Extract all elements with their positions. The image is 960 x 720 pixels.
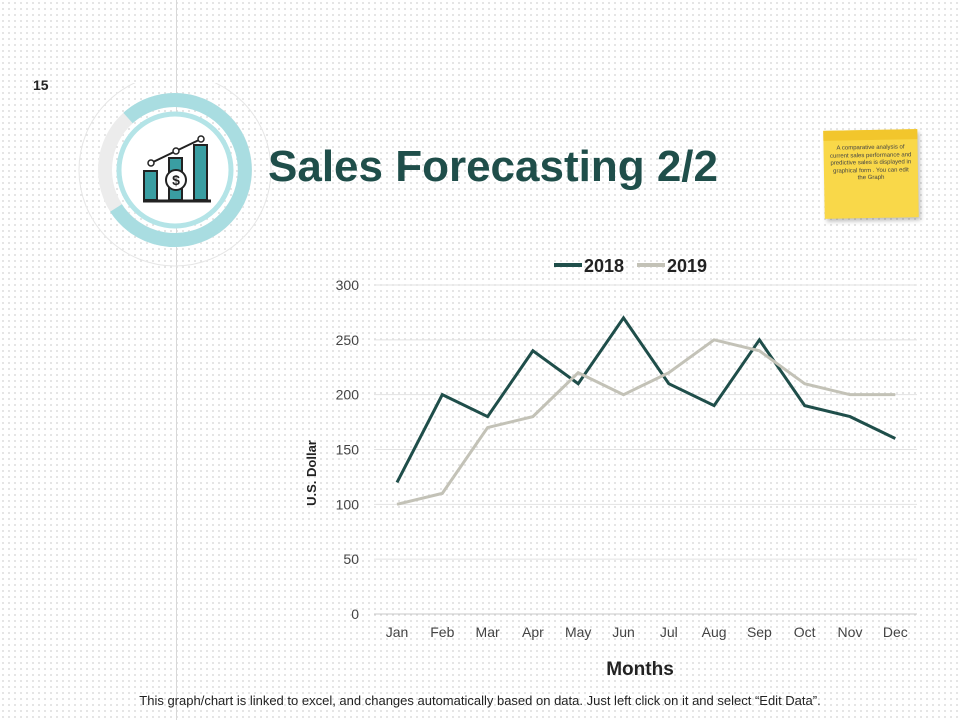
page-number: 15 [33,77,49,93]
x-tick-label: Oct [794,624,816,640]
y-tick-label: 300 [336,277,360,293]
vertical-divider [176,0,177,720]
y-tick-label: 100 [336,496,360,512]
y-tick-label: 50 [343,551,359,567]
y-tick-label: 200 [336,387,360,403]
x-tick-label: May [565,624,591,640]
x-tick-label: Apr [522,624,544,640]
x-tick-label: Jun [612,624,635,640]
x-tick-label: Aug [702,624,727,640]
y-tick-label: 250 [336,332,360,348]
series-line-2019 [396,338,896,506]
y-tick-label: 150 [336,442,360,458]
x-tick-label: Sep [747,624,772,640]
bar-chart-dollar-icon: $ [143,135,211,203]
x-tick-label: Nov [838,624,863,640]
x-axis-title: Months [606,659,674,680]
x-tick-label: Mar [476,624,500,640]
y-axis-title: U.S. Dollar [304,440,319,506]
teal-arc [110,93,252,248]
y-tick-label: 0 [351,606,359,622]
icon-badge: $ [76,73,276,273]
x-tick-label: Dec [883,624,908,640]
series-line-2018 [395,315,896,484]
x-tick-label: Jan [386,624,409,640]
footer-note: This graph/chart is linked to excel, and… [139,693,821,708]
x-tick-label: Feb [430,624,454,640]
legend-label-2018: 2018 [584,256,624,276]
svg-text:$: $ [172,172,180,188]
legend-label-2019: 2019 [667,256,707,276]
page-title: Sales Forecasting 2/2 [268,142,718,191]
x-tick-label: Jul [660,624,678,640]
sales-line-chart: 0 50 100 150 200 250 300 Jan Feb Mar Apr May Jun Jul A… [304,256,917,680]
